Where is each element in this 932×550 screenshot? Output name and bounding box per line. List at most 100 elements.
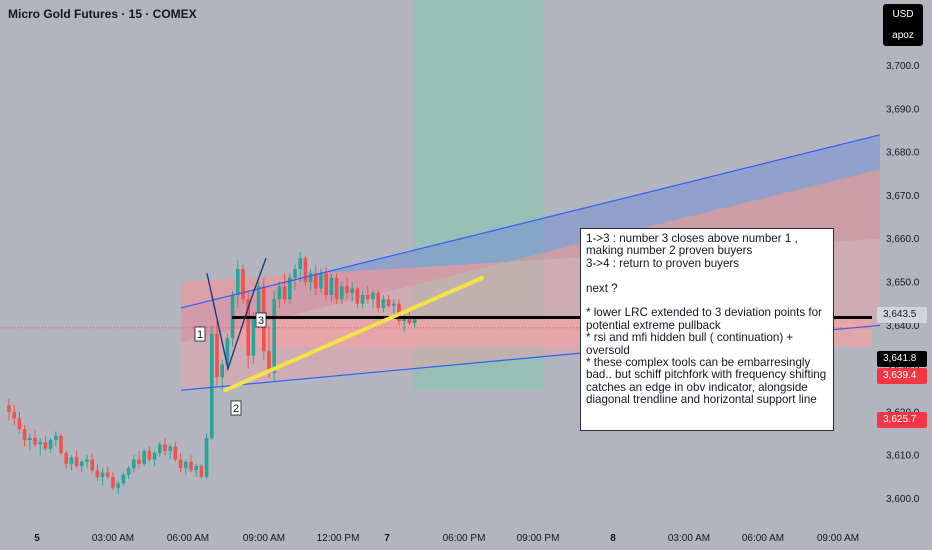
candle-body — [137, 459, 141, 464]
candle-body — [132, 459, 136, 469]
x-tick-label: 8 — [610, 533, 616, 544]
candle-body — [303, 258, 308, 282]
x-tick-label: 5 — [34, 533, 40, 544]
candle-body — [392, 303, 396, 306]
wave-label-box — [255, 312, 267, 328]
diagonal-trendline — [223, 275, 484, 393]
candle-body — [28, 437, 32, 441]
candle-body — [43, 442, 48, 449]
candle-body — [121, 474, 126, 484]
y-tick-label: 3,600.0 — [886, 494, 920, 505]
wave-label: 1 — [197, 329, 203, 341]
x-tick-label: 06:00 PM — [443, 533, 486, 544]
candle-body — [116, 483, 120, 488]
price-tag-lower-zone: 3,625.7 — [877, 412, 927, 428]
wave-label-box — [194, 326, 206, 342]
candle-body — [111, 476, 115, 488]
candle-body — [256, 286, 261, 317]
y-tick-label: 3,660.0 — [886, 234, 920, 245]
x-tick-label: 7 — [384, 533, 390, 544]
y-tick-label: 3,700.0 — [886, 61, 920, 72]
price-tag-support: 3,639.4 — [877, 368, 927, 384]
candle-body — [158, 444, 162, 454]
candle-body — [48, 440, 53, 449]
currency-user-badge[interactable]: USD apoz — [883, 4, 923, 46]
candle-body — [147, 450, 152, 460]
candle-body — [340, 286, 344, 300]
y-tick-label: 3,650.0 — [886, 278, 920, 289]
x-tick-label: 09:00 AM — [817, 533, 859, 544]
candle-body — [85, 459, 89, 462]
candle-body — [142, 450, 146, 464]
candle-body — [412, 317, 417, 324]
x-tick-label: 09:00 AM — [243, 533, 285, 544]
candle-body — [189, 461, 193, 471]
channel-upper-line — [180, 134, 881, 309]
x-tick-label: 03:00 AM — [668, 533, 710, 544]
candle-body — [100, 472, 105, 477]
candle-body — [38, 442, 42, 445]
candle-body — [64, 453, 68, 464]
candle-body — [345, 286, 349, 293]
candle-body — [241, 269, 245, 300]
candle-body — [324, 273, 328, 295]
currency-label[interactable]: USD — [892, 9, 914, 20]
candle-body — [360, 294, 365, 304]
candle-body — [69, 457, 74, 464]
candle-body — [251, 316, 256, 356]
candle-body — [298, 258, 302, 270]
y-tick-label: 3,670.0 — [886, 191, 920, 202]
candle-body — [22, 429, 27, 441]
candle-body — [350, 288, 354, 293]
candle-body — [163, 444, 167, 451]
time-axis: 5 03:00 AM 06:00 AM 09:00 AM 12:00 PM 7 06:00 … — [34, 533, 859, 544]
candle-body — [126, 468, 131, 475]
price-axis: 3,600.03,610.03,620.03,630.03,640.03,650… — [886, 18, 920, 505]
candle-body — [178, 459, 183, 469]
candle-body — [194, 466, 198, 471]
candle-body — [210, 333, 214, 438]
candle-body — [277, 286, 282, 300]
x-tick-label: 12:00 PM — [317, 533, 360, 544]
candle-body — [272, 299, 276, 373]
candle-body — [236, 269, 240, 295]
candle-body — [381, 299, 386, 308]
x-tick-label: 06:00 AM — [742, 533, 784, 544]
candle-body — [329, 277, 334, 295]
candle-body — [17, 418, 22, 430]
candle-body — [366, 294, 370, 300]
candle-body — [225, 338, 230, 365]
candle-body — [376, 292, 380, 308]
candle-body — [319, 273, 323, 289]
candle-body — [106, 472, 110, 477]
candle-body — [288, 277, 292, 300]
candle-body — [168, 446, 172, 451]
candle-body — [267, 351, 271, 373]
user-label: apoz — [892, 30, 914, 41]
candle-body — [407, 318, 412, 324]
candle-body — [371, 292, 375, 300]
candle-body — [293, 269, 297, 278]
candle-body — [54, 435, 58, 441]
wave-label-box — [230, 400, 242, 416]
candle-body — [334, 277, 339, 300]
candle-body — [314, 273, 318, 289]
candle-body — [402, 318, 406, 321]
x-tick-label: 09:00 PM — [517, 533, 560, 544]
channel-mid-fill — [181, 169, 880, 343]
candle-body — [7, 405, 11, 412]
candle-body — [12, 411, 16, 419]
candle-body — [386, 299, 391, 306]
y-tick-label: 3,680.0 — [886, 148, 920, 159]
y-tick-label: 3,640.0 — [886, 321, 920, 332]
candle-body — [246, 299, 250, 356]
candle-body — [90, 459, 94, 471]
price-tag-upper-channel: 3,643.5 — [877, 307, 927, 323]
y-tick-label: 3,610.0 — [886, 451, 920, 462]
candle-body — [152, 453, 157, 460]
candle-body — [199, 466, 204, 477]
annotation-note[interactable]: 1->3 : number 3 closes above number 1 , … — [580, 228, 834, 431]
candle-body — [220, 364, 224, 378]
symbol-title[interactable]: Micro Gold Futures · 15 · COMEX — [8, 7, 197, 21]
wave-label: 2 — [233, 403, 239, 415]
